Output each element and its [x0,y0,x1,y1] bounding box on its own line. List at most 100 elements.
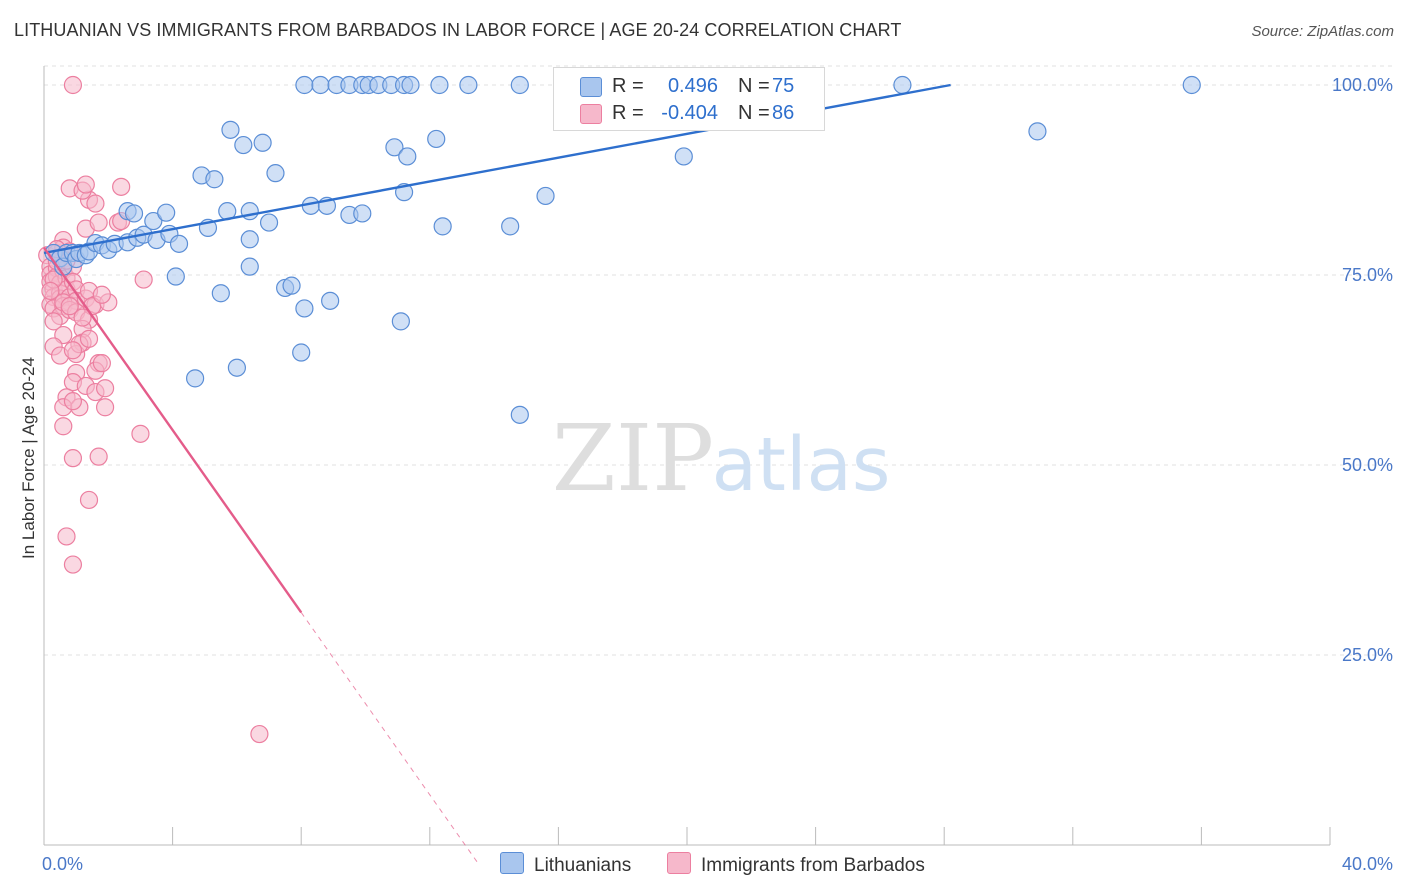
point-barbados [79,490,99,510]
point-lithuanians [430,75,449,95]
point-lithuanians [253,133,272,152]
point-lithuanians [433,217,452,236]
point-barbados [86,194,105,213]
point-lithuanians [169,234,189,253]
x-tick-label: 0.0% [42,854,83,874]
point-lithuanians [266,164,285,183]
legend-r-label: R = [612,75,644,97]
point-lithuanians [124,204,144,223]
legend-label-lithuanians: Lithuanians [534,855,632,876]
watermark-atlas: atlas [712,422,891,508]
series-barbados-points [38,75,269,744]
source-label: Source: ZipAtlas.com [1251,23,1394,40]
point-lithuanians [292,343,311,362]
point-lithuanians [221,120,240,139]
legend-n-value: 75 [772,75,795,97]
point-barbados [134,270,153,289]
point-lithuanians [510,405,529,424]
point-lithuanians [391,312,410,331]
point-barbados [95,398,115,417]
trend-line-barbados [43,246,303,614]
point-lithuanians [144,211,163,231]
point-lithuanians [311,75,330,95]
point-lithuanians [510,75,529,95]
point-lithuanians [353,204,372,223]
legend-n-label: N = [738,102,770,124]
legend-item-barbados[interactable]: Immigrants from Barbados [667,852,925,877]
point-barbados [63,341,83,360]
x-tick-labels: 0.0% 40.0% [42,854,1393,874]
legend-swatch-blue [580,77,602,97]
point-lithuanians [211,284,230,303]
point-lithuanians [321,291,340,310]
point-barbados [63,555,83,574]
point-barbados [92,285,111,304]
point-lithuanians [205,170,224,189]
point-barbados [92,354,111,373]
legend-n-label: N = [738,75,770,97]
point-barbados [63,75,83,95]
legend-item-lithuanians[interactable]: Lithuanians [500,852,631,877]
correlation-legend: R = 0.496 N = 75 R = -0.404 N = 86 [553,67,825,131]
point-barbados [131,424,150,443]
series-lithuanians-points [44,75,1201,424]
point-lithuanians [385,138,404,157]
point-lithuanians [227,358,246,377]
point-lithuanians [398,147,417,166]
legend-r-value: 0.496 [667,75,718,97]
point-barbados [57,527,76,546]
y-axis-label: In Labor Force | Age 20-24 [19,357,38,559]
point-barbados [54,417,73,436]
y-tick-label: 50.0% [1342,455,1393,475]
y-tick-label: 100.0% [1332,75,1393,95]
point-lithuanians [1028,122,1047,141]
x-tick-label: 40.0% [1342,854,1393,874]
point-barbados [89,213,108,232]
point-barbados [63,449,83,468]
legend-n-value: 86 [772,102,795,124]
axes [43,66,1331,846]
legend-r-value: -0.404 [661,102,718,124]
point-lithuanians [234,135,253,155]
y-tick-label: 25.0% [1342,645,1393,665]
legend-row-lithuanians: R = 0.496 N = 75 [554,74,824,100]
point-barbados [44,312,63,331]
point-barbados [95,379,115,398]
point-lithuanians [186,369,205,388]
point-lithuanians [1182,75,1201,95]
legend-r-label: R = [612,102,644,124]
legend-label-barbados: Immigrants from Barbados [701,855,925,876]
point-lithuanians [459,75,478,95]
y-tick-labels: 25.0% 50.0% 75.0% 100.0% [1332,75,1393,665]
point-barbados [41,281,60,301]
y-tick-label: 75.0% [1342,265,1393,285]
legend-row-barbados: R = -0.404 N = 86 [554,101,824,127]
point-lithuanians [295,75,314,95]
legend-swatch-lithuanians [500,852,524,874]
point-lithuanians [240,257,259,276]
gridlines [44,65,1392,656]
point-lithuanians [282,276,301,295]
point-lithuanians [240,230,259,249]
point-lithuanians [427,129,446,149]
point-barbados [89,447,108,466]
point-lithuanians [501,217,520,236]
point-lithuanians [295,299,314,318]
point-lithuanians [893,75,912,95]
point-barbados [112,177,131,196]
point-lithuanians [674,147,693,166]
point-lithuanians [259,213,279,232]
trend-line-barbados-extension [300,612,479,864]
series-legend: Lithuanians Immigrants from Barbados [0,852,1406,878]
point-lithuanians [401,75,420,95]
chart-title: LITHUANIAN VS IMMIGRANTS FROM BARBADOS I… [14,20,902,40]
point-lithuanians [536,186,555,206]
point-lithuanians [157,203,176,222]
legend-swatch-barbados [667,852,691,874]
point-barbados [60,297,79,316]
point-barbados [250,724,269,744]
point-barbados [63,392,83,411]
point-lithuanians [166,267,185,286]
point-barbados [73,308,92,327]
